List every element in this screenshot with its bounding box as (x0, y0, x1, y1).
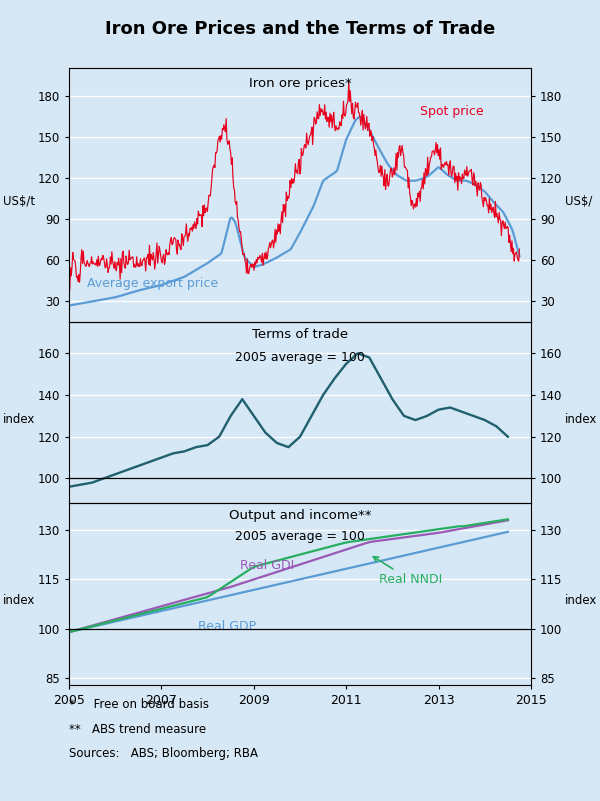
Y-axis label: US$/t: US$/t (2, 195, 35, 208)
Text: Real NNDI: Real NNDI (373, 557, 442, 586)
Text: 2005 average = 100: 2005 average = 100 (235, 351, 365, 364)
Y-axis label: index: index (565, 413, 598, 426)
Text: Average export price: Average export price (88, 277, 218, 291)
Text: Iron Ore Prices and the Terms of Trade: Iron Ore Prices and the Terms of Trade (105, 20, 495, 38)
Text: **   ABS trend measure: ** ABS trend measure (69, 723, 206, 735)
Text: Iron ore prices*: Iron ore prices* (248, 77, 352, 90)
Y-axis label: index: index (2, 594, 35, 607)
Text: 2005 average = 100: 2005 average = 100 (235, 529, 365, 543)
Text: Terms of trade: Terms of trade (252, 328, 348, 341)
Text: Spot price: Spot price (420, 105, 484, 118)
Text: *     Free on board basis: * Free on board basis (69, 698, 209, 711)
Text: Real GDP: Real GDP (199, 620, 256, 634)
Text: Output and income**: Output and income** (229, 509, 371, 522)
Y-axis label: index: index (565, 594, 598, 607)
Text: Sources:   ABS; Bloomberg; RBA: Sources: ABS; Bloomberg; RBA (69, 747, 258, 760)
Y-axis label: US$/: US$/ (565, 195, 593, 208)
Text: Real GDI: Real GDI (240, 558, 294, 572)
Y-axis label: index: index (2, 413, 35, 426)
